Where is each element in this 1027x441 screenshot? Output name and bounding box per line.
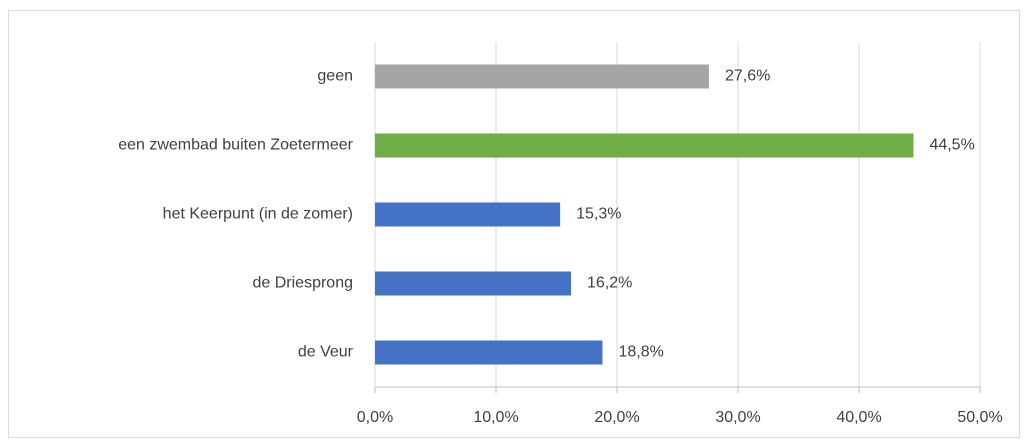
bar: [375, 133, 914, 158]
data-label: 44,5%: [929, 137, 974, 154]
bar: [375, 64, 709, 89]
x-tick-label: 30,0%: [715, 409, 760, 426]
data-label: 27,6%: [725, 68, 770, 85]
y-tick-label: een zwembad buiten Zoetermeer: [118, 137, 353, 154]
bar: [375, 271, 572, 296]
bar: [375, 202, 561, 227]
x-tick-label: 50,0%: [957, 409, 1002, 426]
x-tick-label: 0,0%: [357, 409, 393, 426]
y-tick-label: het Keerpunt (in de zomer): [163, 206, 353, 223]
y-tick-label: geen: [317, 68, 353, 85]
y-tick-label: de Driesprong: [253, 275, 354, 292]
data-label: 15,3%: [576, 206, 621, 223]
y-tick-label: de Veur: [298, 344, 354, 361]
data-label: 16,2%: [587, 275, 632, 292]
bar: [375, 340, 603, 365]
x-tick-label: 20,0%: [594, 409, 639, 426]
x-tick-label: 10,0%: [473, 409, 518, 426]
x-tick-label: 40,0%: [836, 409, 881, 426]
data-label: 18,8%: [618, 344, 663, 361]
